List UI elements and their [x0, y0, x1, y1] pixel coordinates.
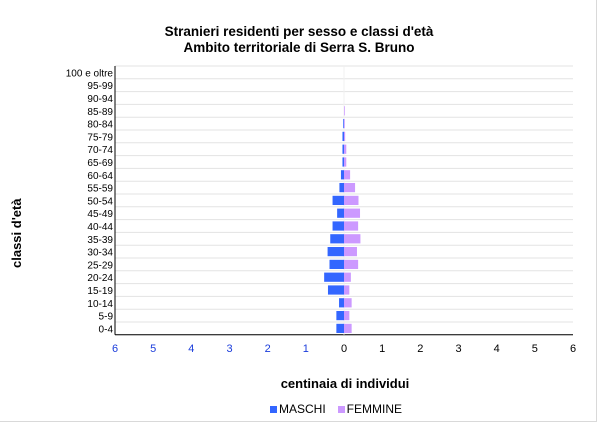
bar-maschi: [342, 144, 344, 154]
y-tick-label: 50-54: [87, 196, 113, 207]
y-tick-label: 100 e oltre: [66, 68, 114, 79]
bar-maschi: [342, 157, 344, 167]
bar-femmine: [344, 285, 350, 295]
legend-item-maschi: MASCHI: [270, 402, 326, 416]
bar-femmine: [344, 131, 346, 142]
bar-femmine: [344, 106, 345, 116]
bar-maschi: [342, 131, 344, 142]
x-tick-label: 1: [379, 343, 385, 355]
x-tick-label: 2: [417, 343, 423, 355]
bar-maschi: [332, 221, 344, 231]
bar-maschi: [339, 298, 344, 308]
x-tick-label: 1: [303, 343, 309, 355]
x-tick-label: 3: [226, 343, 232, 355]
y-tick-label: 15-19: [87, 286, 113, 297]
bar-femmine: [344, 118, 345, 129]
y-tick-label: 70-74: [87, 145, 113, 156]
bar-maschi: [337, 208, 344, 218]
chart-subtitle: Ambito territoriale di Serra S. Bruno: [183, 40, 415, 55]
bar-femmine: [344, 144, 347, 154]
x-tick-label: 4: [188, 343, 194, 355]
bar-maschi: [329, 259, 344, 270]
bar-femmine: [344, 182, 356, 193]
bar-maschi: [336, 310, 344, 321]
y-tick-label: 25-29: [87, 260, 113, 271]
x-tick-label: 5: [150, 343, 156, 355]
y-tick-label: 10-14: [87, 299, 113, 310]
legend: MASCHI FEMMINE: [270, 402, 402, 416]
bar-femmine: [344, 298, 352, 308]
y-tick-label: 80-84: [87, 120, 113, 131]
y-tick-label: 95-99: [87, 81, 113, 92]
y-tick-label: 90-94: [87, 94, 113, 105]
bar-maschi: [340, 170, 344, 180]
y-tick-label: 85-89: [87, 107, 113, 118]
y-tick-label: 35-39: [87, 235, 113, 246]
y-tick-label: 30-34: [87, 248, 113, 259]
bar-femmine: [344, 157, 347, 167]
bar-maschi: [330, 234, 344, 244]
bar-maschi: [327, 246, 344, 257]
bar-femmine: [344, 272, 351, 282]
y-tick-label: 20-24: [87, 273, 113, 284]
bar-maschi: [327, 285, 344, 295]
y-tick-label: 75-79: [87, 132, 113, 143]
bar-femmine: [344, 221, 359, 231]
x-tick-label: 3: [455, 343, 461, 355]
x-tick-label: 5: [532, 343, 538, 355]
bar-maschi: [324, 272, 344, 282]
x-tick-label: 2: [265, 343, 271, 355]
legend-swatch-femmine: [337, 405, 345, 413]
y-tick-label: 5-9: [99, 312, 114, 323]
x-tick-label: 6: [570, 343, 576, 355]
bar-maschi: [332, 195, 344, 206]
grid-lines: [115, 65, 573, 336]
legend-swatch-maschi: [270, 405, 277, 413]
y-tick-label: 55-59: [87, 184, 113, 195]
bar-femmine: [344, 323, 352, 334]
x-tick-label: 6: [112, 343, 118, 355]
legend-label-maschi: MASCHI: [279, 402, 326, 416]
y-tick-label: 0-4: [99, 324, 114, 335]
bar-femmine: [344, 170, 351, 180]
bar-femmine: [344, 259, 359, 270]
x-tick-label: 4: [494, 343, 500, 355]
bar-femmine: [344, 246, 357, 257]
bar-maschi: [336, 323, 344, 334]
y-tick-label: 60-64: [87, 171, 113, 182]
x-axis-label: centinaia di individui: [280, 376, 410, 391]
x-tick-label: 0: [341, 343, 347, 355]
y-tick-label: 65-69: [87, 158, 113, 169]
x-tick-labels: 6 5 4 3 2 1 0 1 2 3 4 5 6: [112, 343, 576, 355]
legend-label-femmine: FEMMINE: [346, 402, 403, 416]
chart-title: Stranieri residenti per sesso e classi d…: [164, 24, 434, 39]
y-tick-label: 40-44: [87, 222, 113, 233]
bar-femmine: [344, 310, 350, 321]
bars: [324, 106, 361, 334]
bar-femmine: [344, 195, 359, 206]
legend-item-femmine: FEMMINE: [337, 402, 403, 416]
bar-maschi: [343, 118, 344, 129]
bar-femmine: [344, 208, 361, 218]
bar-maschi: [339, 182, 344, 193]
bar-femmine: [344, 234, 361, 244]
y-tick-label: 45-49: [87, 209, 113, 220]
